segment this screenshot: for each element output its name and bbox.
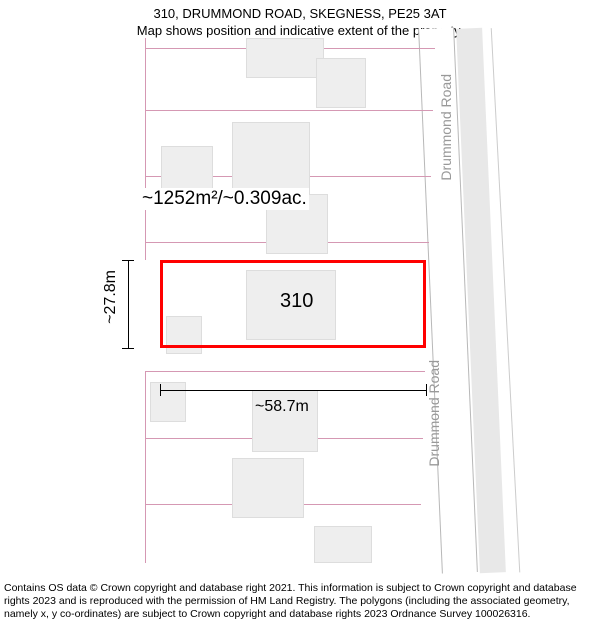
building xyxy=(232,458,304,518)
dimension-tick xyxy=(426,384,427,396)
building xyxy=(150,382,186,422)
road-label-top: Drummond Road xyxy=(438,74,454,181)
dimension-tick xyxy=(122,260,134,261)
plot-line xyxy=(145,371,425,372)
plot-left-boundary-lower xyxy=(145,371,146,563)
copyright-footer: Contains OS data © Crown copyright and d… xyxy=(4,582,596,621)
map-area: Drummond Road Drummond Road 310 ~58.7m ~… xyxy=(0,38,600,563)
building xyxy=(161,146,213,194)
plot-left-boundary xyxy=(145,38,146,260)
dimension-height-line xyxy=(128,260,129,348)
header: 310, DRUMMOND ROAD, SKEGNESS, PE25 3AT M… xyxy=(0,0,600,40)
dimension-height-label: ~27.8m xyxy=(102,270,120,324)
area-label: ~1252m²/~0.309ac. xyxy=(140,188,309,210)
building xyxy=(246,38,324,78)
dimension-tick xyxy=(160,384,161,396)
dimension-tick xyxy=(122,348,134,349)
address-line: 310, DRUMMOND ROAD, SKEGNESS, PE25 3AT xyxy=(0,6,600,23)
road-label-bottom: Drummond Road xyxy=(426,360,442,467)
building xyxy=(232,122,310,194)
plot-line xyxy=(145,110,433,111)
building xyxy=(314,526,372,563)
building xyxy=(316,58,366,108)
house-number: 310 xyxy=(280,290,313,313)
dimension-width-line xyxy=(160,390,426,391)
dimension-width-label: ~58.7m xyxy=(255,398,309,416)
